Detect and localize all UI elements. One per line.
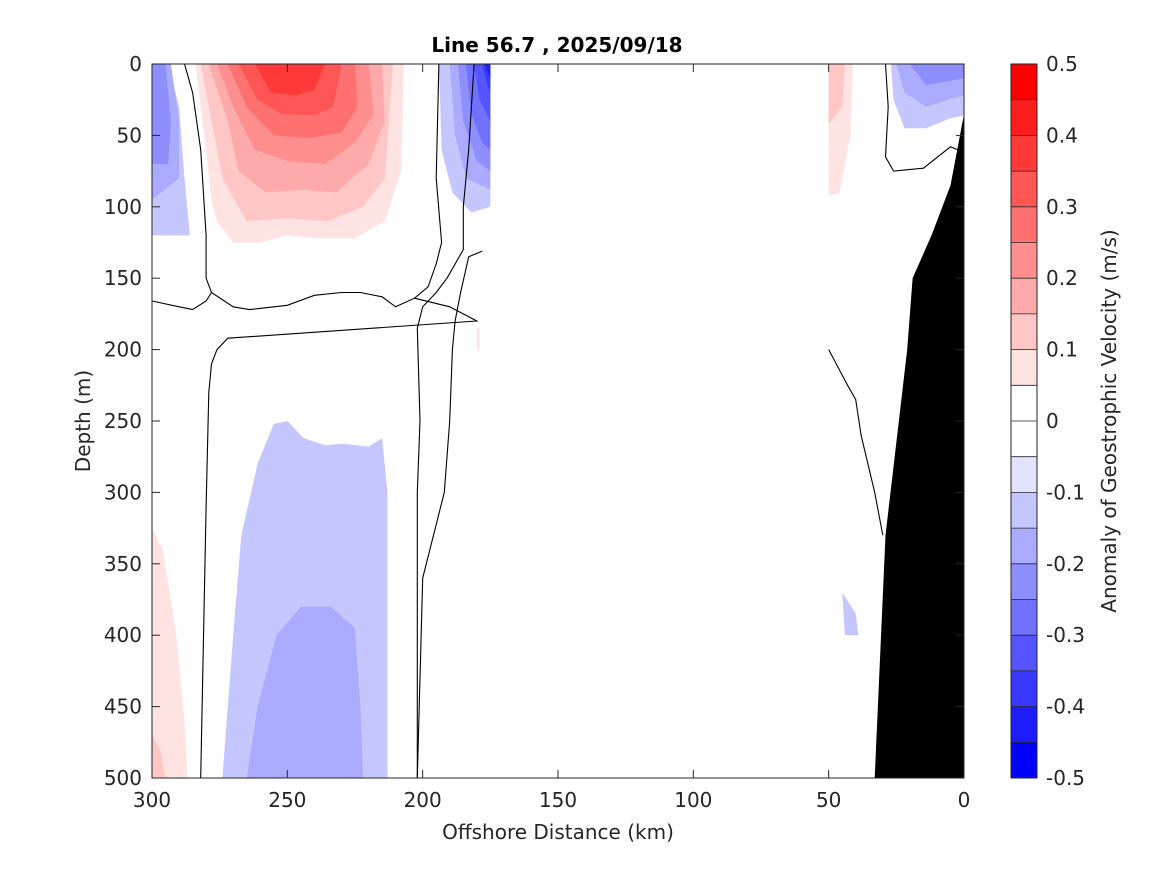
colorbar-label: Anomaly of Geostrophic Velocity (m/s) <box>1097 229 1121 612</box>
x-tick-label: 150 <box>539 788 577 812</box>
zero-contour-line <box>416 64 475 778</box>
y-axis: 0 50 100 150 200 250 300 350 400 450 500 <box>104 52 964 790</box>
colorbar-tick-label: -0.4 <box>1046 695 1085 719</box>
x-axis: 300 250 200 150 100 50 0 <box>133 64 970 812</box>
zero-contour-line <box>884 64 964 172</box>
colorbar-swatch <box>1011 706 1037 743</box>
x-tick-label: 250 <box>268 788 306 812</box>
y-tick-label: 250 <box>104 409 142 433</box>
colorbar-swatch <box>1011 742 1037 778</box>
y-tick-label: 500 <box>104 766 142 790</box>
bathymetry-layer <box>874 114 964 778</box>
y-axis-label: Depth (m) <box>71 370 95 472</box>
zero-contour-line <box>152 292 212 311</box>
colorbar-tick-label: 0.2 <box>1046 266 1078 290</box>
contour-region-west-red-deep <box>152 735 166 778</box>
contour-region-west-blue-upper <box>152 64 171 164</box>
colorbar-tick-label: -0.1 <box>1046 480 1085 504</box>
velocity-contour-fills <box>152 64 964 778</box>
colorbar-tick-label: -0.5 <box>1046 766 1085 790</box>
y-tick-label: 450 <box>104 695 142 719</box>
colorbar-frame <box>1010 63 1038 779</box>
zero-contour-line <box>828 349 884 536</box>
x-tick-label: 50 <box>816 788 841 812</box>
colorbar-swatch <box>1011 421 1037 457</box>
colorbar-tick-label: 0 <box>1046 409 1059 433</box>
colorbar-swatch <box>1011 313 1037 350</box>
colorbar-swatch <box>1011 528 1037 564</box>
zero-contour-line <box>416 250 483 778</box>
contour-region-west-red-deep <box>152 528 188 778</box>
colorbar-swatch <box>1011 385 1037 421</box>
contour-region-east-blue <box>909 64 964 86</box>
colorbar-swatch <box>1011 64 1037 100</box>
zero-contour-line <box>183 64 443 311</box>
x-tick-label: 300 <box>133 788 171 812</box>
colorbar-tick-label: -0.3 <box>1046 623 1085 647</box>
y-tick-label: 400 <box>104 623 142 647</box>
contour-region-east-blue-deep <box>842 592 859 636</box>
colorbar-swatch <box>1011 171 1037 207</box>
colorbar-swatch <box>1011 599 1037 636</box>
y-tick-label: 100 <box>104 195 142 219</box>
contour-region-mid-blue <box>246 606 364 778</box>
colorbar-swatch <box>1011 242 1037 279</box>
colorbar-swatch <box>1011 349 1037 386</box>
contour-region-core-red <box>254 64 326 96</box>
colorbar-swatch <box>1011 206 1037 243</box>
colorbar-swatch <box>1011 563 1037 600</box>
x-axis-label: Offshore Distance (km) <box>442 820 674 844</box>
colorbar-swatch <box>1011 99 1037 136</box>
zero-contour-lines <box>152 64 964 778</box>
colorbar-swatch <box>1011 670 1037 707</box>
bathymetry-shape <box>874 114 964 778</box>
colorbar-swatch <box>1011 135 1037 172</box>
contour-region-east-red-speck <box>476 328 480 350</box>
colorbar-tick-label: 0.5 <box>1046 52 1078 76</box>
colorbar-tick-label: 0.4 <box>1046 123 1078 147</box>
x-tick-label: 100 <box>674 788 712 812</box>
colorbar-swatch <box>1011 492 1037 529</box>
colorbar: 0.5 0.4 0.3 0.2 0.1 0 -0.1 -0.2 -0.3 -0.4 -0.5 <box>1010 52 1085 790</box>
colorbar-swatch <box>1011 456 1037 493</box>
y-tick-label: 150 <box>104 266 142 290</box>
chart-title: Line 56.7 , 2025/09/18 <box>431 33 682 57</box>
x-tick-label: 200 <box>404 788 442 812</box>
contour-region-east-red <box>828 64 845 124</box>
colorbar-tick-label: -0.2 <box>1046 552 1085 576</box>
y-tick-label: 50 <box>117 123 142 147</box>
y-tick-label: 350 <box>104 552 142 576</box>
y-tick-label: 200 <box>104 338 142 362</box>
x-tick-label: 0 <box>958 788 971 812</box>
colorbar-tick-label: 0.1 <box>1046 338 1078 362</box>
plot-area <box>151 63 965 779</box>
y-tick-label: 300 <box>104 480 142 504</box>
colorbar-tick-label: 0.3 <box>1046 195 1078 219</box>
colorbar-swatch <box>1011 635 1037 671</box>
y-tick-label: 0 <box>129 52 142 76</box>
zero-contour-line <box>200 297 479 778</box>
colorbar-swatch <box>1011 278 1037 314</box>
contour-region-front-blue <box>484 64 491 79</box>
